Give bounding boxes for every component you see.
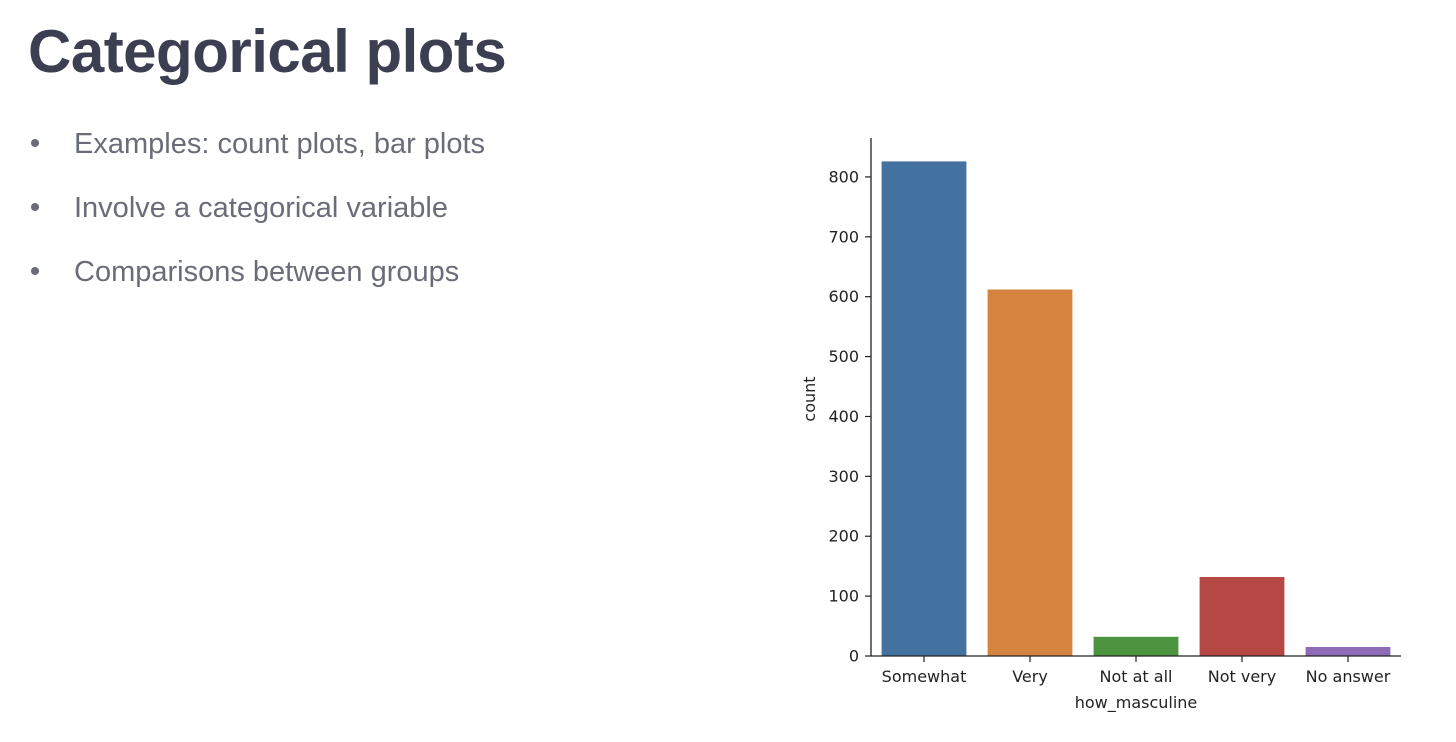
y-tick-label: 0 bbox=[849, 647, 859, 666]
x-tick-label: Somewhat bbox=[882, 667, 967, 686]
y-axis-title: count bbox=[800, 376, 819, 421]
x-tick-label: Not very bbox=[1208, 667, 1276, 686]
bullet-dot-icon bbox=[31, 139, 39, 147]
bullet-list: Examples: count plots, bar plots Involve… bbox=[28, 124, 485, 316]
bullet-text: Examples: count plots, bar plots bbox=[74, 128, 486, 160]
y-tick-label: 400 bbox=[828, 407, 859, 426]
x-ticks-layer: Somewhat Very Not at all Not very No answer bbox=[882, 656, 1391, 686]
y-tick-label: 800 bbox=[828, 167, 859, 186]
y-tick-label: 600 bbox=[828, 287, 859, 306]
bar-no-answer bbox=[1305, 647, 1391, 656]
bar-not-at-all bbox=[1093, 636, 1179, 656]
bullet-dot-icon bbox=[31, 267, 39, 275]
bar-not-very bbox=[1199, 577, 1285, 656]
bullet-item: Examples: count plots, bar plots bbox=[28, 124, 485, 188]
bullet-text: Involve a categorical variable bbox=[74, 192, 448, 224]
y-tick-label: 200 bbox=[828, 527, 859, 546]
bullet-dot-icon bbox=[31, 203, 39, 211]
y-tick-label: 100 bbox=[828, 587, 859, 606]
bullet-item: Involve a categorical variable bbox=[28, 188, 485, 252]
y-tick-label: 700 bbox=[828, 227, 859, 246]
y-tick-label: 300 bbox=[828, 467, 859, 486]
x-tick-label: No answer bbox=[1306, 667, 1391, 686]
slide-title: Categorical plots bbox=[28, 18, 507, 85]
bars-layer bbox=[881, 161, 1391, 656]
y-ticks-layer: 0 100 200 300 400 500 600 700 800 bbox=[828, 167, 871, 666]
x-tick-label: Very bbox=[1012, 667, 1048, 686]
bar-very bbox=[987, 289, 1073, 656]
x-axis-title: how_masculine bbox=[1075, 693, 1198, 713]
bar-somewhat bbox=[881, 161, 967, 656]
bullet-text: Comparisons between groups bbox=[74, 256, 460, 288]
y-tick-label: 500 bbox=[828, 347, 859, 366]
bullet-item: Comparisons between groups bbox=[28, 252, 485, 316]
x-tick-label: Not at all bbox=[1100, 667, 1173, 686]
